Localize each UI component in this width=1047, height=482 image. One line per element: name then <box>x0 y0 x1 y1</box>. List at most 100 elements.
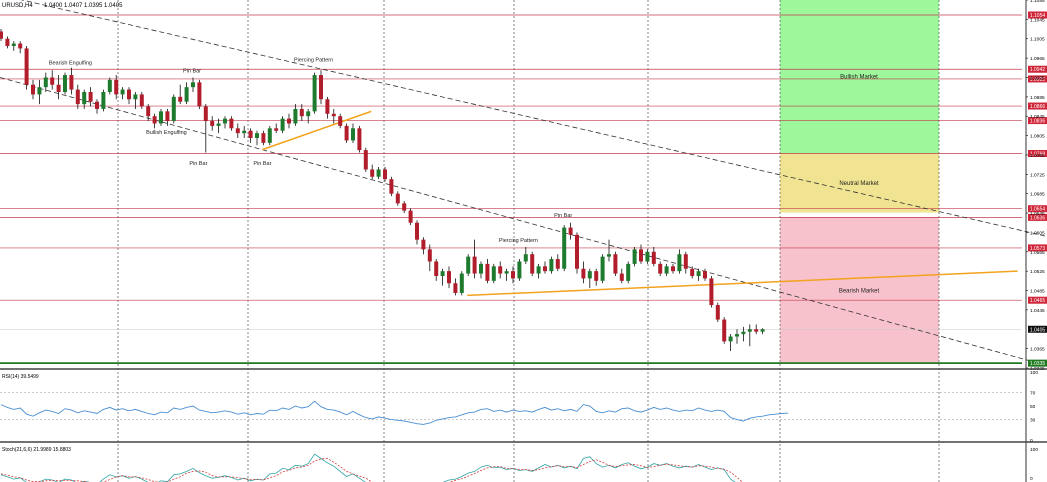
price-tick-label-2: 1.1005 <box>1030 37 1045 43</box>
price-tick-label-4: 1.0925 <box>1030 75 1045 81</box>
candle-body-95 <box>607 254 611 257</box>
candle-body-116 <box>741 331 746 335</box>
zone-label-2: Bearish Market <box>839 288 880 294</box>
level-label-10: 1.0405 <box>1030 327 1046 333</box>
candle-body-61 <box>389 179 394 194</box>
price-tick-label-14: 1.0525 <box>1030 269 1045 275</box>
candle-body-23 <box>146 106 151 117</box>
candle-body-87 <box>555 259 560 269</box>
candle-body-83 <box>530 254 535 274</box>
candle-body-27 <box>171 96 176 122</box>
candle-body-113 <box>722 319 727 342</box>
candle-body-9 <box>56 84 61 92</box>
candle-body-19 <box>120 89 125 95</box>
candle-body-6 <box>37 87 42 95</box>
stoch-d-line <box>0 458 743 482</box>
candle-body-78 <box>498 266 503 274</box>
trendline-3 <box>467 270 1018 297</box>
candle-body-7 <box>43 77 48 88</box>
candle-body-103 <box>658 263 663 274</box>
stoch-tick-0: 100 <box>1030 447 1038 453</box>
pattern-labels: Bearish Engulfing Pin Bar Piercing Pattern… <box>49 57 573 244</box>
candle-body-15 <box>95 101 99 109</box>
price-tick-label-15: 1.0485 <box>1030 289 1045 295</box>
stoch-panel: 100 0 Stoch(21,6,6) 21.9989 15.8803 <box>0 447 1038 482</box>
stoch-label: Stoch(21,6,6) 21.9989 15.8803 <box>2 447 71 453</box>
candle-body-46 <box>293 108 298 124</box>
candle-body-101 <box>645 251 650 262</box>
candle-body-25 <box>159 111 163 124</box>
rsi-label: RSI(14) 39.5499 <box>2 374 39 380</box>
level-label-bg-4 <box>1028 117 1047 125</box>
candle-body-59 <box>376 169 381 177</box>
candle-body-104 <box>664 266 669 274</box>
candle-body-73 <box>466 256 471 274</box>
rsi-series-line <box>0 400 789 425</box>
level-label-0: 1.1054 <box>1030 13 1046 19</box>
candle-body-43 <box>274 128 279 131</box>
candle-body-28 <box>178 96 183 102</box>
candle-body-31 <box>197 82 202 107</box>
candle-body-42 <box>267 128 272 143</box>
level-label-bg-7 <box>1028 213 1047 221</box>
candle-body-47 <box>299 108 304 117</box>
vertical-gridlines <box>117 0 940 482</box>
candle-body-77 <box>491 266 496 281</box>
candle-body-13 <box>82 92 87 105</box>
candle-body-67 <box>427 249 432 262</box>
candle-body-22 <box>139 94 144 107</box>
candle-body-1 <box>5 38 10 46</box>
candle-body-86 <box>549 259 554 272</box>
horizontal-levels <box>0 14 1022 365</box>
zone-label-1: Neutral Market <box>839 181 879 187</box>
level-label-2: 1.0922 <box>1030 77 1046 83</box>
candle-body-12 <box>75 89 80 105</box>
candle-body-50 <box>319 75 323 100</box>
candle-body-40 <box>255 133 259 138</box>
candlesticks <box>0 29 765 352</box>
stoch-tick-1: 0 <box>1030 476 1033 482</box>
candle-body-99 <box>632 249 637 264</box>
candle-body-0 <box>0 31 3 39</box>
candle-body-65 <box>415 222 419 240</box>
candle-body-94 <box>600 256 605 281</box>
level-label-bg-9 <box>1028 296 1047 304</box>
candle-body-54 <box>344 125 349 141</box>
header-symbol: URUSD,H4 <box>2 3 33 9</box>
trendline-1 <box>0 77 1047 366</box>
candle-body-72 <box>459 273 464 293</box>
trendline-0 <box>20 0 1047 237</box>
candle-body-64 <box>408 210 413 223</box>
candle-body-66 <box>421 239 426 250</box>
price-tick-label-11: 1.0645 <box>1030 211 1045 217</box>
candle-body-18 <box>114 79 119 95</box>
candle-body-35 <box>223 118 227 124</box>
candle-body-82 <box>523 254 528 262</box>
zone-0 <box>780 0 939 154</box>
pattern-label-7: Piercing Pattern <box>499 238 538 244</box>
candle-body-88 <box>562 227 567 269</box>
candle-body-38 <box>242 130 247 134</box>
candle-body-39 <box>248 130 253 138</box>
candle-body-106 <box>677 254 682 272</box>
candle-body-8 <box>50 77 55 85</box>
pattern-label-2: Piercing Pattern <box>294 57 333 63</box>
pattern-label-0: Bearish Engulfing <box>49 60 92 66</box>
level-label-11: 1.0335 <box>1030 361 1046 367</box>
candle-body-118 <box>754 329 759 332</box>
level-label-bg-6 <box>1028 205 1047 213</box>
pattern-label-5: Pin Bar <box>253 161 271 167</box>
candle-body-117 <box>747 329 752 332</box>
level-label-8: 1.0573 <box>1030 246 1046 252</box>
candle-body-110 <box>703 271 707 279</box>
candle-body-33 <box>210 121 215 126</box>
price-tick-label-0: 1.1085 <box>1030 0 1045 4</box>
level-label-bg-1 <box>1028 65 1047 73</box>
candle-body-98 <box>626 263 631 281</box>
pattern-label-3: Bullish Engulfing <box>146 130 187 136</box>
trendlines <box>0 0 1047 366</box>
candle-body-92 <box>587 271 592 279</box>
candle-body-71 <box>453 283 458 293</box>
candle-body-55 <box>351 128 355 141</box>
price-tick-label-17: 1.0365 <box>1030 347 1045 353</box>
